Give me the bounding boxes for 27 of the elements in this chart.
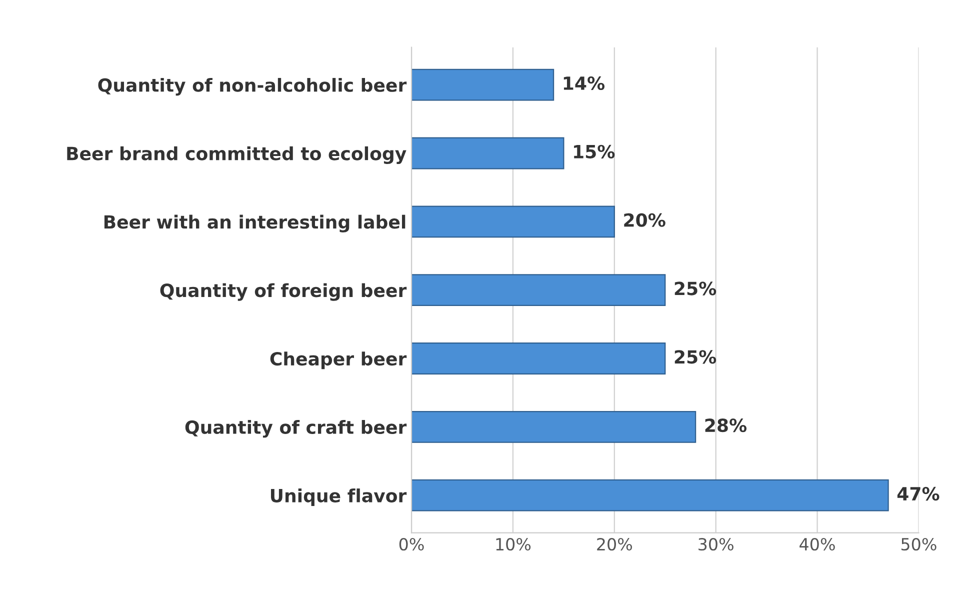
bar xyxy=(412,342,666,374)
x-tick-label: 30% xyxy=(698,538,734,551)
data-label: 20% xyxy=(624,213,666,227)
bar xyxy=(412,479,889,512)
data-label: 14% xyxy=(564,76,605,90)
bar xyxy=(412,410,696,443)
bar xyxy=(412,206,615,238)
bar xyxy=(412,137,564,170)
x-tick-label: 20% xyxy=(597,538,632,551)
x-tick-label: 10% xyxy=(496,538,531,551)
y-tick-label: Quantity of non-alcoholic beer xyxy=(98,78,407,96)
data-label: 15% xyxy=(574,144,615,158)
y-tick-label: Beer brand committed to ecology xyxy=(67,146,406,164)
x-tick-label: 40% xyxy=(800,538,835,551)
y-tick-label: Quantity of craft beer xyxy=(185,420,407,438)
data-label: 25% xyxy=(674,282,716,296)
data-label: 28% xyxy=(705,418,747,432)
y-tick-label: Beer with an interesting label xyxy=(104,214,406,232)
bar xyxy=(412,68,554,101)
bar xyxy=(412,274,666,306)
y-tick-label: Unique flavor xyxy=(270,488,407,506)
y-tick-label: Quantity of foreign beer xyxy=(160,283,407,301)
data-label: 47% xyxy=(897,486,940,501)
y-tick-label: Cheaper beer xyxy=(270,352,407,370)
x-tick-label: 50% xyxy=(901,538,936,551)
data-label: 25% xyxy=(674,350,716,364)
x-tick-label: 0% xyxy=(399,538,424,551)
